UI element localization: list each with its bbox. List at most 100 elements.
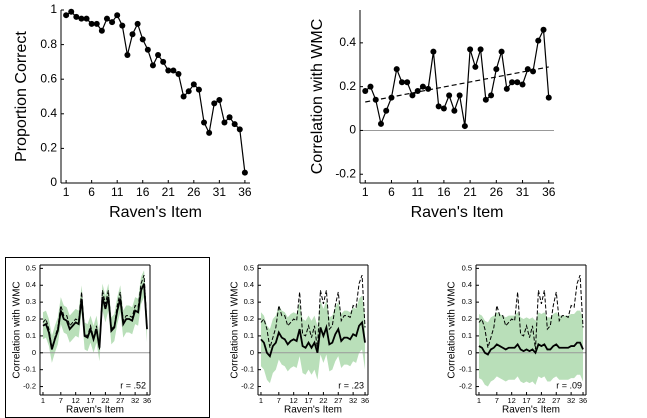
y-tick-label: 0 bbox=[468, 348, 472, 357]
annotation: r = .52 bbox=[120, 380, 146, 390]
data-point bbox=[362, 88, 369, 95]
y-tick-label: 0.4 bbox=[339, 35, 356, 49]
x-axis-label: Raven's Item bbox=[66, 405, 124, 416]
trend-line bbox=[365, 66, 549, 103]
y-axis-label: Correlation with WMC bbox=[230, 281, 241, 378]
x-tick-label: 17 bbox=[304, 396, 312, 405]
data-point bbox=[63, 12, 70, 19]
y-tick-label: 0.3 bbox=[462, 297, 472, 306]
series-line bbox=[478, 341, 584, 356]
data-point bbox=[185, 88, 192, 95]
data-point bbox=[425, 85, 432, 92]
x-tick-label: 31 bbox=[213, 185, 227, 199]
data-point bbox=[98, 27, 105, 34]
data-point bbox=[206, 129, 213, 136]
x-axis-label: Raven's Item bbox=[411, 204, 504, 221]
x-tick-label: 1 bbox=[259, 396, 263, 405]
data-point bbox=[165, 67, 172, 74]
y-tick-label: 0.8 bbox=[40, 37, 57, 51]
data-point bbox=[93, 20, 100, 27]
x-tick-label: 36 bbox=[579, 396, 587, 405]
data-point bbox=[414, 88, 421, 95]
data-point bbox=[472, 63, 479, 70]
y-tick-label: -0.2 bbox=[335, 166, 356, 180]
x-tick-label: 1 bbox=[477, 396, 481, 405]
x-tick-label: 22 bbox=[537, 396, 545, 405]
y-tick-label: -0.2 bbox=[241, 382, 254, 391]
data-point bbox=[467, 46, 474, 53]
annotation: r = .09 bbox=[556, 380, 582, 390]
data-point bbox=[435, 103, 442, 110]
series-line bbox=[42, 283, 148, 350]
x-tick-label: 16 bbox=[136, 185, 150, 199]
x-tick-label: 7 bbox=[277, 396, 281, 405]
data-point bbox=[221, 119, 228, 126]
data-point bbox=[456, 92, 463, 99]
data-point bbox=[530, 68, 537, 75]
data-point bbox=[241, 169, 248, 176]
data-point bbox=[68, 8, 75, 15]
data-point bbox=[514, 79, 521, 86]
x-axis-label: Raven's Item bbox=[284, 405, 342, 416]
x-tick-label: 1 bbox=[41, 396, 45, 405]
data-point bbox=[545, 94, 552, 101]
data-point bbox=[83, 15, 90, 22]
y-tick-label: 0.1 bbox=[26, 331, 36, 340]
y-tick-label: 0 bbox=[50, 175, 57, 189]
y-tick-label: 0.6 bbox=[40, 71, 57, 85]
x-tick-label: 1 bbox=[362, 185, 369, 199]
data-point bbox=[430, 48, 437, 55]
x-tick-label: 26 bbox=[490, 185, 504, 199]
x-tick-label: 36 bbox=[238, 185, 252, 199]
data-point bbox=[201, 119, 208, 126]
x-tick-label: 7 bbox=[495, 396, 499, 405]
data-point bbox=[170, 67, 177, 74]
x-tick-label: 22 bbox=[319, 396, 327, 405]
data-point bbox=[482, 96, 489, 103]
data-point bbox=[180, 93, 187, 100]
y-tick-label: 0.4 bbox=[462, 280, 472, 289]
y-axis-label: Correlation with WMC bbox=[309, 19, 326, 175]
confidence-band bbox=[260, 295, 366, 384]
x-tick-label: 17 bbox=[522, 396, 530, 405]
y-tick-label: 0.3 bbox=[26, 297, 36, 306]
x-tick-label: 6 bbox=[388, 185, 395, 199]
data-point bbox=[451, 107, 458, 114]
data-point bbox=[231, 121, 238, 128]
data-point bbox=[419, 83, 426, 90]
data-point bbox=[211, 100, 218, 107]
x-tick-label: 32 bbox=[567, 396, 575, 405]
x-tick-label: 32 bbox=[349, 396, 357, 405]
data-point bbox=[236, 126, 243, 133]
x-tick-label: 16 bbox=[437, 185, 451, 199]
data-point bbox=[129, 31, 136, 38]
y-tick-label: 0.1 bbox=[462, 331, 472, 340]
series-line bbox=[65, 10, 246, 173]
y-tick-label: 0 bbox=[32, 348, 36, 357]
data-point bbox=[509, 79, 516, 86]
data-point bbox=[383, 107, 390, 114]
annotation: r = .23 bbox=[338, 380, 364, 390]
data-point bbox=[88, 20, 95, 27]
data-point bbox=[488, 92, 495, 99]
data-point bbox=[461, 123, 468, 130]
x-tick-label: 11 bbox=[411, 185, 424, 199]
y-tick-label: 0.3 bbox=[244, 297, 254, 306]
x-tick-label: 21 bbox=[463, 185, 477, 199]
y-tick-label: 0 bbox=[250, 348, 254, 357]
data-point bbox=[144, 46, 151, 53]
y-tick-label: 0 bbox=[349, 123, 356, 137]
data-point bbox=[78, 15, 85, 22]
y-tick-label: -0.1 bbox=[459, 365, 472, 374]
confidence-band bbox=[42, 270, 148, 363]
data-point bbox=[134, 20, 141, 27]
data-point bbox=[446, 92, 453, 99]
data-point bbox=[377, 120, 384, 127]
y-axis-label: Proportion Correct bbox=[13, 31, 30, 162]
confidence-band bbox=[478, 310, 584, 387]
y-tick-label: 0.2 bbox=[40, 141, 57, 155]
panel-frame bbox=[5, 257, 210, 418]
data-point bbox=[226, 114, 233, 121]
x-tick-label: 26 bbox=[187, 185, 201, 199]
